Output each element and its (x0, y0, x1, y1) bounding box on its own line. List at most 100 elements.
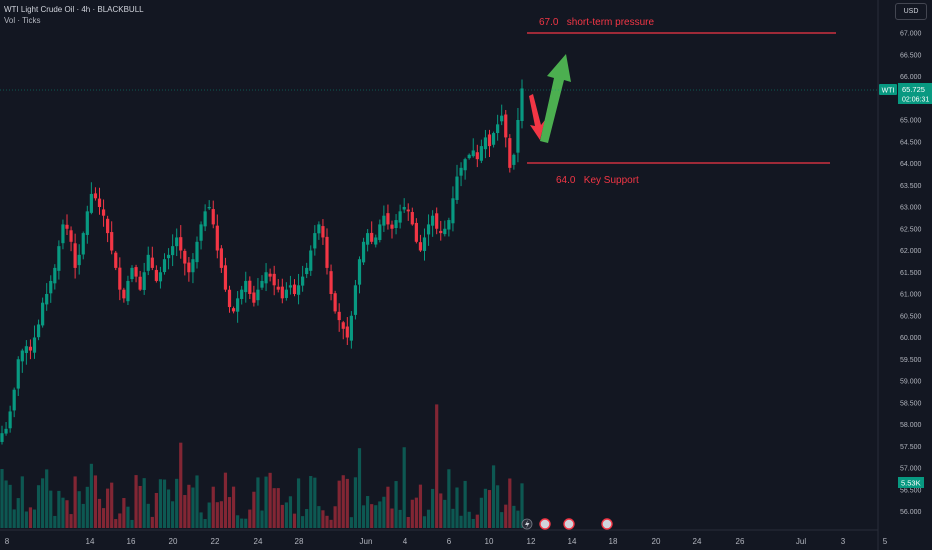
chart-header: WTI Light Crude Oil · 4h · BLACKBULL Vol… (4, 4, 144, 26)
candle (272, 273, 276, 286)
candle (398, 211, 402, 223)
volume-bar (467, 511, 471, 528)
candle (28, 346, 33, 351)
candle (219, 248, 223, 268)
price-tag-box (898, 83, 932, 104)
resistance-label: 67.0 short-term pressure (539, 17, 654, 28)
candle (467, 154, 471, 159)
volume-bar (443, 499, 447, 528)
candle (256, 289, 260, 301)
time-tick-label: 5 (883, 537, 888, 546)
candle (199, 224, 203, 241)
candle (410, 212, 414, 225)
volume-bar (248, 509, 252, 528)
volume-bar (374, 505, 378, 528)
volume-bar (97, 498, 102, 528)
candle (61, 224, 65, 244)
time-tick-label: Jun (360, 537, 373, 546)
candle (215, 225, 219, 251)
volume-bar (366, 496, 370, 528)
candle (191, 259, 195, 273)
candle (366, 233, 370, 245)
candle (166, 254, 171, 259)
candle (325, 236, 329, 268)
currency-button[interactable]: USD (895, 3, 927, 20)
volume-bar (236, 515, 240, 528)
volume-bar (435, 404, 439, 528)
candle (361, 241, 366, 263)
candle (447, 220, 451, 230)
volume-bar (313, 477, 317, 528)
volume-bar (223, 472, 228, 528)
price-tick-label: 60.000 (900, 335, 922, 342)
time-tick-label: 12 (527, 537, 536, 546)
candle (443, 228, 447, 235)
candle (57, 246, 61, 271)
candle (227, 289, 232, 308)
volume-bar (89, 463, 93, 528)
candle (183, 250, 187, 264)
flag-icon[interactable] (601, 518, 613, 530)
volume-bar (431, 488, 435, 528)
candle (69, 230, 73, 242)
volume-bar (28, 507, 33, 528)
price-tick-label: 65.000 (900, 118, 922, 125)
time-tick-label: 20 (169, 537, 178, 546)
volume-bar (459, 515, 463, 528)
down-arrow-icon[interactable] (529, 94, 545, 140)
candle (260, 280, 264, 288)
candle (479, 146, 483, 161)
time-tick-label: 28 (295, 537, 304, 546)
volume-bar (110, 482, 114, 528)
volume-bar (101, 508, 106, 528)
candle (459, 167, 463, 176)
candle (496, 124, 500, 134)
volume-bar (292, 513, 297, 528)
volume-indicator-label[interactable]: Vol · Ticks (4, 16, 41, 25)
volume-bar (8, 484, 12, 528)
volume-bar (508, 478, 512, 528)
volume-bar (361, 505, 366, 528)
volume-bar (260, 510, 264, 528)
flag-icon[interactable] (539, 518, 551, 530)
candle (16, 359, 20, 389)
candle (158, 272, 163, 282)
volume-bar (20, 476, 24, 528)
price-tick-label: 62.500 (900, 226, 922, 233)
candle (439, 230, 443, 234)
volume-bar (398, 509, 402, 528)
candle (85, 211, 89, 235)
candle (475, 152, 479, 160)
volume-bar (219, 501, 223, 528)
symbol-title: WTI Light Crude Oil · 4h · BLACKBULL (4, 5, 144, 14)
volume-bar (16, 498, 20, 528)
candle (154, 269, 158, 281)
volume-tag-value: 5.53K (901, 479, 921, 488)
volume-bar (418, 484, 423, 528)
candle (422, 237, 427, 251)
volume-bar (81, 503, 85, 528)
price-tick-label: 59.500 (900, 357, 922, 364)
price-tick-label: 58.000 (900, 422, 922, 429)
volume-bar (325, 515, 329, 528)
candle (353, 285, 358, 315)
candle (203, 211, 207, 227)
candle (264, 272, 268, 284)
up-arrow-icon[interactable] (540, 54, 571, 143)
volume-bar (45, 469, 49, 528)
volume-bar (341, 475, 345, 528)
candle (4, 428, 8, 434)
volume-bar (337, 480, 341, 528)
candle (73, 243, 77, 268)
volume-bar (475, 514, 479, 528)
candle (114, 252, 118, 268)
volume-bar (268, 472, 272, 528)
price-tag[interactable]: WTI 65.725 02:06:31 (879, 83, 932, 104)
candle (276, 286, 280, 290)
volume-bar (451, 508, 455, 528)
candle (345, 326, 349, 338)
candle (32, 337, 37, 353)
price-tag-symbol: WTI (882, 88, 895, 95)
flag-icon[interactable] (563, 518, 575, 530)
